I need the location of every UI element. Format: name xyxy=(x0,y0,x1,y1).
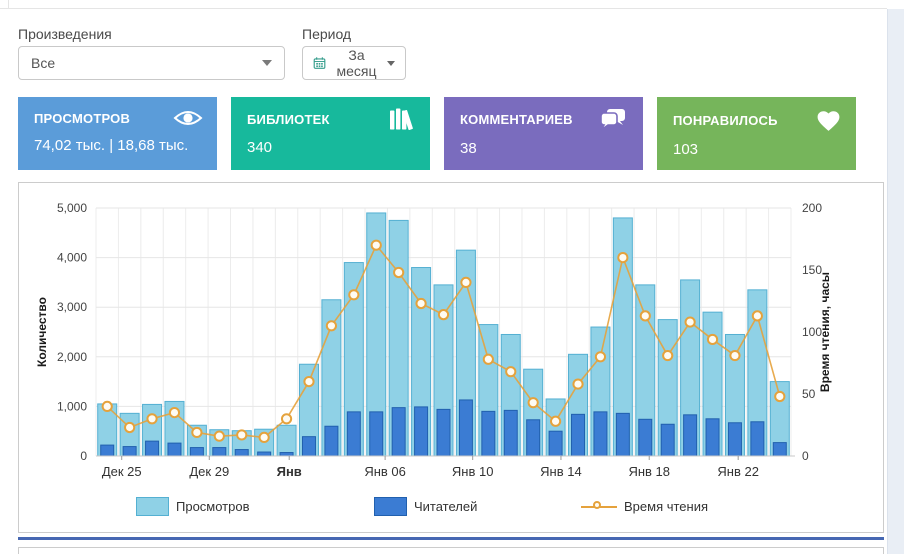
svg-text:1,000: 1,000 xyxy=(57,399,87,413)
chevron-down-icon xyxy=(262,60,272,66)
next-section-accent-line xyxy=(18,537,884,540)
stats-chart-panel: 0 1,000 2,000 3,000 4,000 5,000 0 50 100 150 200 Де… xyxy=(18,182,884,533)
legend-label: Время чтения xyxy=(624,499,709,514)
comments-icon xyxy=(600,109,625,131)
right-rail xyxy=(887,9,904,554)
svg-text:150: 150 xyxy=(802,263,822,277)
stat-card-value: 340 xyxy=(247,139,273,156)
svg-text:Янв 18: Янв 18 xyxy=(628,464,670,479)
period-button[interactable]: За месяц xyxy=(302,46,406,80)
calendar-icon xyxy=(313,57,326,69)
stat-card-libraries: БИБЛИОТЕК 340 xyxy=(231,97,430,170)
works-select[interactable]: Все xyxy=(18,46,285,80)
legend-swatch-views xyxy=(136,497,169,516)
stat-card-comments: КОММЕНТАРИЕВ 38 xyxy=(444,97,643,170)
svg-text:Дек 29: Дек 29 xyxy=(189,464,229,479)
svg-text:Янв 06: Янв 06 xyxy=(364,464,406,479)
top-divider xyxy=(0,0,887,9)
caret-down-icon xyxy=(387,60,395,66)
legend-item-readtime[interactable]: Время чтения xyxy=(581,497,708,516)
stat-card-likes: ПОНРАВИЛОСЬ 103 xyxy=(657,97,856,170)
stat-card-value: 38 xyxy=(460,140,477,157)
stat-card-label: ПОНРАВИЛОСЬ xyxy=(673,112,778,128)
period-filter-label: Период xyxy=(302,26,352,42)
stat-card-label: ПРОСМОТРОВ xyxy=(34,110,131,126)
stat-card-value: 103 xyxy=(673,141,699,158)
svg-text:Время чтения, часы: Время чтения, часы xyxy=(818,272,832,392)
svg-text:Янв 22: Янв 22 xyxy=(717,464,759,479)
works-select-value: Все xyxy=(31,55,56,71)
svg-text:3,000: 3,000 xyxy=(57,300,87,314)
svg-text:0: 0 xyxy=(80,449,87,463)
stat-cards-row: ПРОСМОТРОВ 74,02 тыс. | 18,68 тыс. БИБЛИ… xyxy=(18,97,856,170)
legend-label: Читателей xyxy=(414,499,478,514)
legend-swatch-readers xyxy=(374,497,407,516)
next-section-panel-edge xyxy=(18,547,884,554)
books-icon xyxy=(390,108,413,130)
svg-text:Янв 10: Янв 10 xyxy=(452,464,494,479)
stat-card-label: КОММЕНТАРИЕВ xyxy=(460,112,573,127)
stat-card-label: БИБЛИОТЕК xyxy=(247,111,330,127)
legend-line-sample xyxy=(581,497,617,516)
svg-text:100: 100 xyxy=(802,325,822,339)
eye-icon xyxy=(173,111,203,125)
stats-chart: 0 1,000 2,000 3,000 4,000 5,000 0 50 100 150 200 Де… xyxy=(35,201,832,479)
svg-text:Количество: Количество xyxy=(35,297,49,367)
stat-card-value: 74,02 тыс. | 18,68 тыс. xyxy=(34,137,189,154)
heart-icon xyxy=(817,111,840,131)
svg-text:5,000: 5,000 xyxy=(57,201,87,215)
svg-text:4,000: 4,000 xyxy=(57,251,87,265)
period-button-label: За месяц xyxy=(336,47,377,79)
legend-label: Просмотров xyxy=(176,499,250,514)
stat-card-views: ПРОСМОТРОВ 74,02 тыс. | 18,68 тыс. xyxy=(18,97,217,170)
legend-item-views[interactable]: Просмотров xyxy=(136,497,250,516)
svg-text:Дек 25: Дек 25 xyxy=(102,464,142,479)
svg-text:Янв: Янв xyxy=(277,464,302,479)
works-filter-label: Произведения xyxy=(18,26,112,42)
svg-text:200: 200 xyxy=(802,201,822,215)
svg-text:2,000: 2,000 xyxy=(57,350,87,364)
svg-text:Янв 14: Янв 14 xyxy=(540,464,582,479)
svg-text:50: 50 xyxy=(802,387,816,401)
top-left-notch xyxy=(8,0,9,9)
svg-text:0: 0 xyxy=(802,449,809,463)
legend-item-readers[interactable]: Читателей xyxy=(374,497,477,516)
